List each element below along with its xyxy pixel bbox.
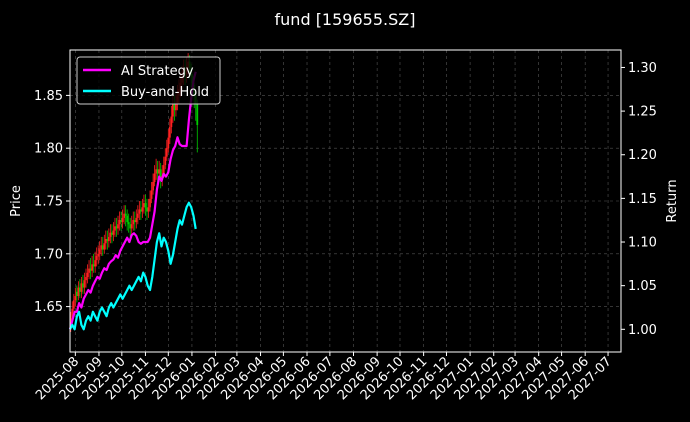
candle-body xyxy=(155,169,158,174)
candle-body xyxy=(72,300,75,309)
candle-body xyxy=(165,148,168,157)
right-axis-title: Return xyxy=(665,179,680,222)
candle-body xyxy=(124,213,127,216)
candle-body xyxy=(71,308,74,318)
candle-body xyxy=(136,213,139,218)
candle-body xyxy=(147,207,150,212)
right-tick-label: 1.20 xyxy=(628,148,657,163)
left-tick-label: 1.85 xyxy=(34,89,63,104)
right-tick-label: 1.15 xyxy=(628,192,657,207)
chart-title: fund [159655.SZ] xyxy=(275,10,416,29)
candle-body xyxy=(129,224,132,229)
candle-body xyxy=(159,169,162,180)
candle-body xyxy=(149,198,151,208)
candle-body xyxy=(109,232,112,237)
candle-body xyxy=(196,103,199,125)
candle-body xyxy=(88,268,90,273)
left-tick-label: 1.80 xyxy=(34,142,63,157)
right-axis: 1.00 1.05 1.10 1.15 1.20 1.25 1.30 xyxy=(621,61,657,338)
candle-body xyxy=(98,249,101,254)
candle-body xyxy=(143,203,145,208)
candle-body xyxy=(138,209,141,214)
candle-body xyxy=(112,230,115,235)
left-tick-label: 1.70 xyxy=(34,247,63,262)
candle-body xyxy=(170,116,173,128)
candle-body xyxy=(92,264,95,267)
candle-body xyxy=(95,255,98,261)
candle-body xyxy=(135,217,138,223)
candle-body xyxy=(82,283,84,288)
candle-body xyxy=(120,220,122,223)
series-line-ai-strategy xyxy=(68,71,197,330)
series-line-buy-and-hold xyxy=(69,201,197,331)
candle-body xyxy=(91,264,94,271)
right-tick-label: 1.30 xyxy=(628,61,657,76)
left-axis: 1.65 1.70 1.75 1.80 1.85 xyxy=(34,89,70,315)
right-tick-label: 1.25 xyxy=(628,105,657,120)
right-tick-label: 1.10 xyxy=(628,236,657,251)
candle-body xyxy=(130,224,133,229)
candle-body xyxy=(132,220,135,225)
left-tick-label: 1.75 xyxy=(34,195,63,210)
candle-body xyxy=(152,181,154,191)
candle-body xyxy=(127,222,130,225)
candle-body xyxy=(74,296,77,301)
candle-body xyxy=(107,236,110,242)
legend-box xyxy=(76,56,221,105)
right-tick-label: 1.00 xyxy=(628,323,657,338)
candle-body xyxy=(115,226,118,229)
left-tick-label: 1.65 xyxy=(34,300,63,315)
candle-body xyxy=(139,209,142,212)
candle-body xyxy=(121,217,124,223)
candle-body xyxy=(69,317,72,326)
candle-body xyxy=(144,203,147,208)
candle-body xyxy=(118,220,121,225)
candle-body xyxy=(86,272,89,278)
candle-body xyxy=(153,173,156,182)
candle-body xyxy=(97,253,100,256)
candle-body xyxy=(94,260,97,267)
candle-body xyxy=(111,232,113,235)
candle-body xyxy=(175,103,177,111)
candle-body xyxy=(83,280,86,288)
candle-body xyxy=(171,103,174,117)
candle-body xyxy=(168,127,171,138)
legend: AI Strategy Buy-and-Hold xyxy=(76,56,221,105)
candle-body xyxy=(80,283,83,292)
candle-body xyxy=(173,103,176,111)
legend-label-buy-and-hold: Buy-and-Hold xyxy=(121,85,209,100)
candle-body xyxy=(77,287,80,297)
candle-body xyxy=(79,287,81,292)
candle-body xyxy=(162,165,165,176)
candle-body xyxy=(106,239,109,242)
candle-body xyxy=(75,291,78,297)
candle-body xyxy=(133,220,136,223)
candle-body xyxy=(100,245,103,250)
candle-body xyxy=(101,245,104,250)
candle-body xyxy=(167,137,170,149)
candle-body xyxy=(156,169,159,174)
candle-body xyxy=(164,156,167,166)
left-axis-title: Price xyxy=(9,185,24,217)
candle-body xyxy=(85,277,87,281)
candle-body xyxy=(114,226,116,231)
candle-body xyxy=(158,169,161,174)
right-tick-label: 1.05 xyxy=(628,279,657,294)
candle-body xyxy=(104,239,107,244)
candle-body xyxy=(150,190,153,199)
candle-body xyxy=(141,207,144,212)
legend-label-ai-strategy: AI Strategy xyxy=(121,64,194,79)
candle-body xyxy=(126,215,129,223)
candle-body xyxy=(103,243,106,250)
candle-body xyxy=(123,213,126,218)
candle-body xyxy=(146,207,148,212)
series-lines xyxy=(68,71,197,331)
candle-body xyxy=(89,268,92,271)
candle-body xyxy=(117,224,119,229)
